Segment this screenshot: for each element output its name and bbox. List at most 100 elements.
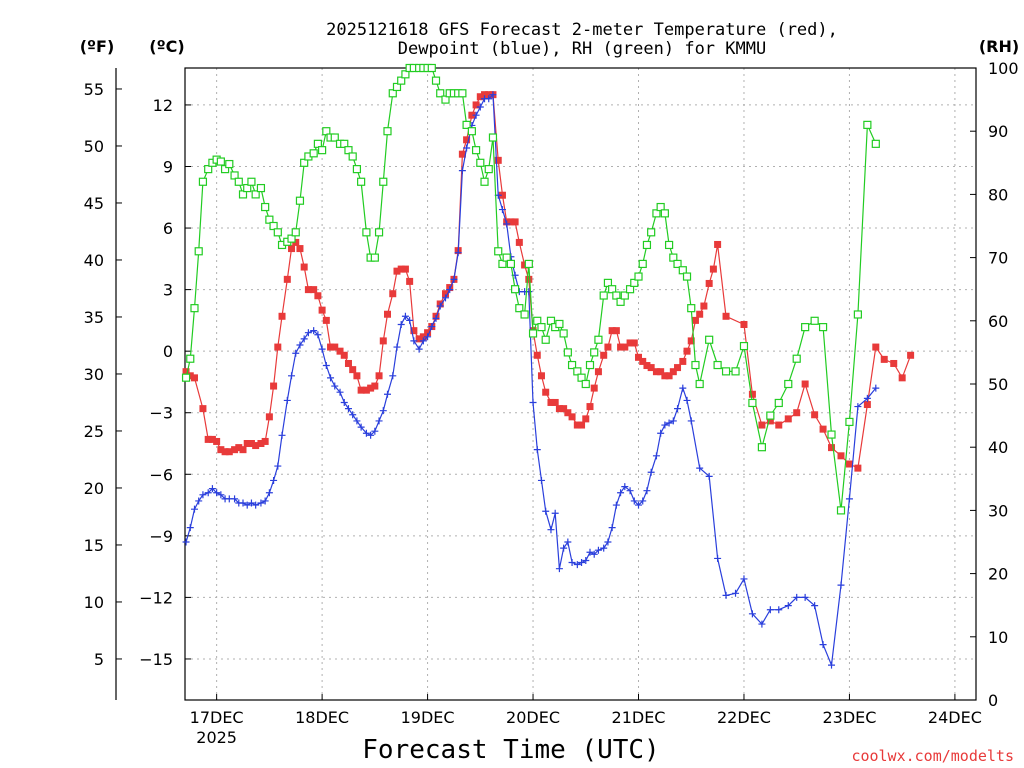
temperature-point xyxy=(674,364,682,372)
rh-point xyxy=(620,291,629,300)
rh-point xyxy=(441,95,450,104)
time-tick-label: 18DEC xyxy=(295,708,349,727)
dewpoint-point xyxy=(261,497,269,505)
temperature-point xyxy=(379,337,387,345)
dewpoint-point xyxy=(190,505,198,513)
rh-point xyxy=(656,202,665,212)
temperature-point xyxy=(898,374,906,382)
dewpoint-point xyxy=(243,501,251,509)
series-temperature xyxy=(182,91,915,472)
celsius-tick-label: 3 xyxy=(163,281,173,300)
temperature-point xyxy=(709,265,717,273)
dewpoint-point xyxy=(498,206,506,214)
dewpoint-point xyxy=(828,661,836,669)
rh-point xyxy=(638,259,647,269)
fahrenheit-tick-label: 50 xyxy=(84,137,104,156)
temperature-point xyxy=(401,265,409,273)
dewpoint-point xyxy=(424,333,432,341)
dewpoint-point xyxy=(292,349,300,357)
dewpoint-point xyxy=(357,423,365,431)
dewpoint-point xyxy=(811,602,819,610)
dewpoint-point xyxy=(278,431,286,439)
dewpoint-point xyxy=(732,589,740,597)
dewpoint-point xyxy=(542,507,550,515)
fahrenheit-unit-label: (ºF) xyxy=(80,37,115,56)
rh-point xyxy=(853,310,862,319)
temperature-point xyxy=(533,351,541,359)
rh-point xyxy=(577,373,586,382)
rh-point xyxy=(810,316,819,325)
temperature-point xyxy=(542,388,550,396)
temperature-point xyxy=(872,343,880,351)
temperature-point xyxy=(525,275,533,283)
temperature-point xyxy=(393,267,401,275)
temperature-point xyxy=(424,329,432,337)
dewpoint-point xyxy=(454,249,462,257)
temperature-point xyxy=(257,440,265,448)
rh-line xyxy=(185,67,877,511)
credit-link[interactable]: coolwx.com/modelts xyxy=(851,747,1014,765)
dewpoint-point xyxy=(476,103,484,111)
temperature-point xyxy=(811,411,819,419)
rh-point xyxy=(388,89,397,98)
rh-point xyxy=(524,259,533,269)
temperature-point xyxy=(213,437,221,445)
rh-point xyxy=(234,177,243,186)
celsius-tick-label: 9 xyxy=(163,157,173,176)
dewpoint-point xyxy=(669,417,677,425)
celsius-tick-label: −6 xyxy=(149,465,173,484)
temperature-point xyxy=(819,425,827,433)
celsius-tick-label: 12 xyxy=(153,96,173,115)
dewpoint-point xyxy=(586,548,594,556)
rh-point xyxy=(721,367,731,376)
rh-point xyxy=(555,319,564,329)
dewpoint-point xyxy=(819,641,827,649)
rh-point xyxy=(863,120,872,129)
dewpoint-point xyxy=(643,487,651,495)
fahrenheit-tick-label: 40 xyxy=(84,251,104,270)
dewpoint-point xyxy=(674,405,682,413)
rh-point xyxy=(480,177,489,186)
rh-point xyxy=(322,127,331,136)
temperature-point xyxy=(657,368,665,376)
rh-tick-label: 80 xyxy=(988,185,1008,204)
temperature-point xyxy=(643,362,651,370)
rh-point xyxy=(664,240,674,250)
dewpoint-point xyxy=(564,538,572,546)
rh-point xyxy=(541,335,550,344)
chart-title-line1: 2025121618 GFS Forecast 2-meter Temperat… xyxy=(326,20,838,40)
rh-point xyxy=(757,443,767,452)
temperature-point xyxy=(367,384,375,392)
dewpoint-point xyxy=(318,345,326,353)
celsius-tick-label: −9 xyxy=(149,527,173,546)
temperature-point xyxy=(217,446,225,454)
temperature-point xyxy=(722,312,730,320)
time-tick-label: 21DEC xyxy=(612,708,666,727)
temperature-point xyxy=(600,351,608,359)
dewpoint-point xyxy=(801,593,809,601)
rh-point xyxy=(471,146,481,155)
fahrenheit-tick-label: 5 xyxy=(94,650,104,669)
rh-point xyxy=(330,133,339,142)
dewpoint-point xyxy=(349,411,357,419)
dewpoint-point xyxy=(647,468,655,476)
rh-point xyxy=(340,139,349,148)
dewpoint-point xyxy=(766,606,774,614)
rh-point xyxy=(630,278,639,287)
dewpoint-point xyxy=(657,429,665,437)
dewpoint-point xyxy=(379,407,387,415)
rh-point xyxy=(691,360,700,370)
temperature-point xyxy=(748,390,756,398)
rh-point xyxy=(494,247,503,256)
dewpoint-point xyxy=(213,489,221,497)
temperature-point xyxy=(199,405,207,413)
temperature-point xyxy=(639,357,647,365)
temperature-point xyxy=(845,460,853,468)
dewpoint-point xyxy=(419,337,427,345)
temperature-point xyxy=(389,290,397,298)
temperature-point xyxy=(340,351,348,359)
dewpoint-point xyxy=(199,491,207,499)
dewpoint-point xyxy=(639,497,647,505)
temperature-point xyxy=(626,339,634,347)
